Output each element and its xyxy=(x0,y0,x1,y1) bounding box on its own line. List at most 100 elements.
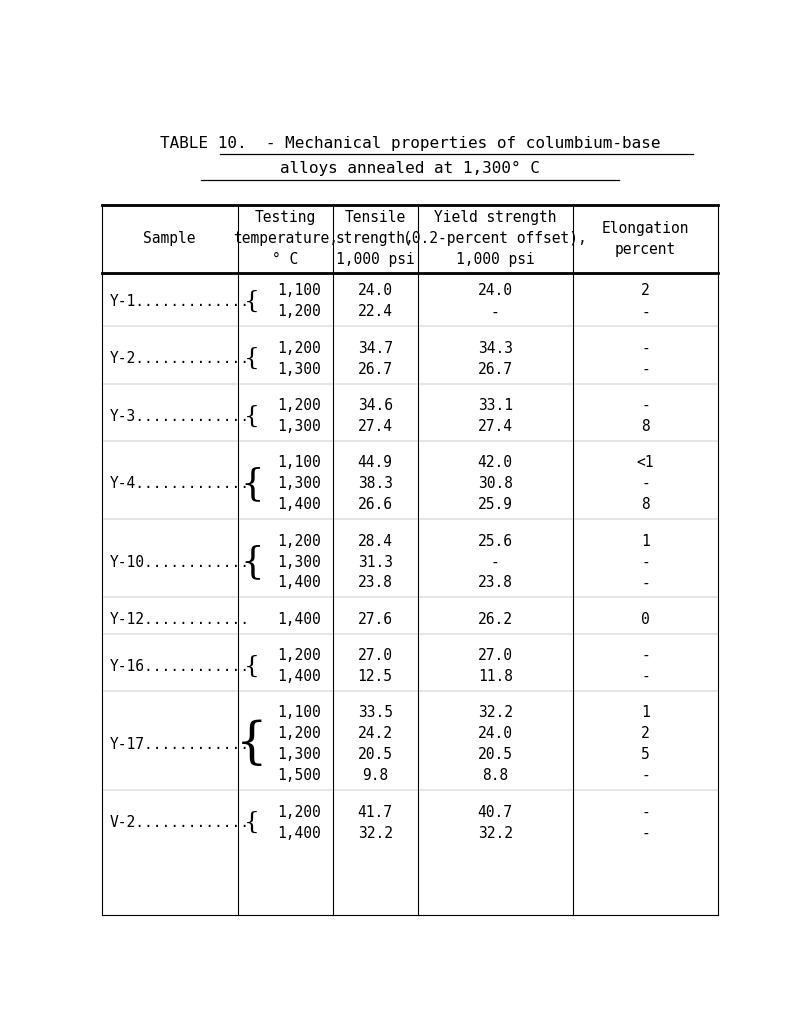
Text: 1,400: 1,400 xyxy=(277,669,321,684)
Text: 33.1: 33.1 xyxy=(478,398,513,413)
Text: 27.0: 27.0 xyxy=(478,648,513,663)
Text: Elongation
percent: Elongation percent xyxy=(602,220,690,257)
Text: 1,300: 1,300 xyxy=(277,419,321,434)
Text: 20.5: 20.5 xyxy=(358,747,393,763)
Text: 32.2: 32.2 xyxy=(358,826,393,840)
Text: 26.6: 26.6 xyxy=(358,497,393,512)
Text: 32.2: 32.2 xyxy=(478,826,513,840)
Text: 24.0: 24.0 xyxy=(358,284,393,298)
Text: {: { xyxy=(240,466,264,502)
Text: 1,500: 1,500 xyxy=(277,768,321,783)
Text: 1,200: 1,200 xyxy=(277,304,321,320)
Text: 38.3: 38.3 xyxy=(358,476,393,492)
Text: Yield strength
(0.2-percent offset),
1,000 psi: Yield strength (0.2-percent offset), 1,0… xyxy=(403,210,587,267)
Text: 5: 5 xyxy=(642,747,650,763)
Text: V-2.............: V-2............. xyxy=(110,816,250,830)
Text: 2: 2 xyxy=(642,284,650,298)
Text: Testing
temperature,
° C: Testing temperature, ° C xyxy=(233,210,338,267)
Text: 1,300: 1,300 xyxy=(277,747,321,763)
Text: -: - xyxy=(642,768,650,783)
Text: 34.6: 34.6 xyxy=(358,398,393,413)
Text: 8: 8 xyxy=(642,497,650,512)
Text: 25.6: 25.6 xyxy=(478,534,513,549)
Text: -: - xyxy=(491,555,500,569)
Text: Y-16............: Y-16............ xyxy=(110,658,250,674)
Text: 27.4: 27.4 xyxy=(358,419,393,434)
Text: Y-12............: Y-12............ xyxy=(110,612,250,627)
Text: 22.4: 22.4 xyxy=(358,304,393,320)
Text: 1,100: 1,100 xyxy=(277,284,321,298)
Text: -: - xyxy=(642,555,650,569)
Text: 1,300: 1,300 xyxy=(277,555,321,569)
Text: 23.8: 23.8 xyxy=(358,575,393,590)
Text: -: - xyxy=(642,398,650,413)
Text: Y-3.............: Y-3............. xyxy=(110,409,250,423)
Text: Y-10............: Y-10............ xyxy=(110,555,250,569)
Text: 42.0: 42.0 xyxy=(478,455,513,470)
Text: -: - xyxy=(642,361,650,377)
Text: 25.9: 25.9 xyxy=(478,497,513,512)
Text: Y-2.............: Y-2............. xyxy=(110,351,250,366)
Text: Tensile
strength,
1,000 psi: Tensile strength, 1,000 psi xyxy=(336,210,414,267)
Text: 1,200: 1,200 xyxy=(277,534,321,549)
Text: 2: 2 xyxy=(642,727,650,741)
Text: 11.8: 11.8 xyxy=(478,669,513,684)
Text: -: - xyxy=(642,804,650,820)
Text: 27.0: 27.0 xyxy=(358,648,393,663)
Text: {: { xyxy=(244,290,260,313)
Text: 8: 8 xyxy=(642,419,650,434)
Text: -: - xyxy=(642,304,650,320)
Text: -: - xyxy=(642,648,650,663)
Text: 20.5: 20.5 xyxy=(478,747,513,763)
Text: 12.5: 12.5 xyxy=(358,669,393,684)
Text: 26.2: 26.2 xyxy=(478,612,513,627)
Text: 1,200: 1,200 xyxy=(277,341,321,356)
Text: 24.0: 24.0 xyxy=(478,284,513,298)
Text: Y-17............: Y-17............ xyxy=(110,737,250,751)
Text: 1,400: 1,400 xyxy=(277,826,321,840)
Text: 34.7: 34.7 xyxy=(358,341,393,356)
Text: Sample: Sample xyxy=(143,232,196,246)
Text: 1,300: 1,300 xyxy=(277,361,321,377)
Text: alloys annealed at 1,300° C: alloys annealed at 1,300° C xyxy=(280,161,540,176)
Text: 32.2: 32.2 xyxy=(478,706,513,720)
Text: 1,200: 1,200 xyxy=(277,648,321,663)
Text: 1: 1 xyxy=(642,534,650,549)
Text: 1: 1 xyxy=(642,706,650,720)
Text: 28.4: 28.4 xyxy=(358,534,393,549)
Text: -: - xyxy=(491,304,500,320)
Text: -: - xyxy=(642,341,650,356)
Text: 1,200: 1,200 xyxy=(277,398,321,413)
Text: -: - xyxy=(642,826,650,840)
Text: 9.8: 9.8 xyxy=(362,768,388,783)
Text: 1,400: 1,400 xyxy=(277,612,321,627)
Text: {: { xyxy=(244,811,260,834)
Text: 1,100: 1,100 xyxy=(277,455,321,470)
Text: 1,400: 1,400 xyxy=(277,575,321,590)
Text: 41.7: 41.7 xyxy=(358,804,393,820)
Text: 30.8: 30.8 xyxy=(478,476,513,492)
Text: {: { xyxy=(244,654,260,678)
Text: 1,100: 1,100 xyxy=(277,706,321,720)
Text: -: - xyxy=(642,476,650,492)
Text: 1,300: 1,300 xyxy=(277,476,321,492)
Text: 40.7: 40.7 xyxy=(478,804,513,820)
Text: 23.8: 23.8 xyxy=(478,575,513,590)
Text: 1,200: 1,200 xyxy=(277,804,321,820)
Text: 0: 0 xyxy=(642,612,650,627)
Text: 33.5: 33.5 xyxy=(358,706,393,720)
Text: -: - xyxy=(642,669,650,684)
Text: {: { xyxy=(244,347,260,371)
Text: 27.6: 27.6 xyxy=(358,612,393,627)
Text: 8.8: 8.8 xyxy=(482,768,508,783)
Text: 44.9: 44.9 xyxy=(358,455,393,470)
Text: TABLE 10.  - Mechanical properties of columbium-base: TABLE 10. - Mechanical properties of col… xyxy=(160,136,660,151)
Text: 27.4: 27.4 xyxy=(478,419,513,434)
Text: Y-1.............: Y-1............. xyxy=(110,294,250,309)
Text: 34.3: 34.3 xyxy=(478,341,513,356)
Text: 24.2: 24.2 xyxy=(358,727,393,741)
Text: -: - xyxy=(642,575,650,590)
Text: 24.0: 24.0 xyxy=(478,727,513,741)
Text: 1,400: 1,400 xyxy=(277,497,321,512)
Text: {: { xyxy=(244,405,260,427)
